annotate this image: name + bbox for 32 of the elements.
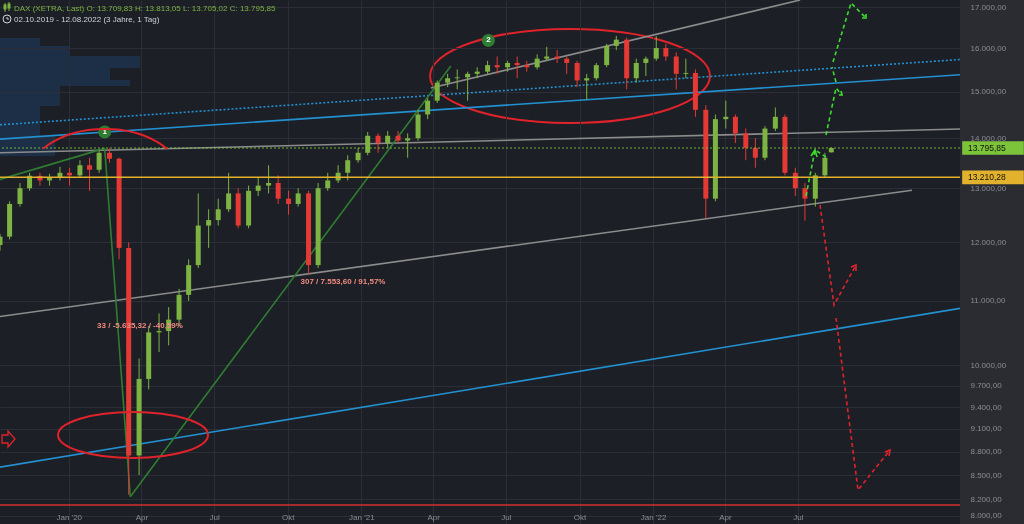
y-tick-label: 8.000,00 (970, 511, 1003, 521)
y-tick-label: 9.100,00 (970, 424, 1003, 434)
y-tick-label: 10.000,00 (970, 360, 1007, 370)
y-tick-label: 8.500,00 (970, 470, 1003, 480)
y-tick-label: 9.400,00 (970, 402, 1003, 412)
x-tick-label: Jul (501, 512, 512, 522)
x-tick-label: Apr (719, 512, 733, 522)
ref-line-label: 13.210,28 (968, 172, 1007, 183)
ref-line-label: 13.795,85 (968, 143, 1007, 154)
text: 02.10.2019 - 12.08.2022 (3 Jahre, 1 Tag) (14, 15, 160, 24)
x-tick-label: Jul (793, 512, 804, 522)
y-tick-label: 9.700,00 (970, 381, 1003, 391)
y-tick-label: 16.000,00 (970, 43, 1007, 53)
x-tick-label: Okt (573, 512, 588, 522)
x-tick-label: Jan '20 (56, 512, 83, 522)
y-tick-label: 14.000,00 (970, 133, 1007, 143)
x-tick-label: Okt (282, 512, 296, 522)
x-tick-label: Jul (209, 512, 221, 522)
y-tick-label: 11.000,00 (970, 296, 1007, 306)
y-tick-label: 8.200,00 (970, 494, 1003, 504)
y-tick-label: 12.000,00 (970, 237, 1007, 247)
y-tick-label: 15.000,00 (970, 87, 1007, 97)
annotation: 2 (486, 35, 492, 45)
text: DAX (XETRA, Last) O: 13.709,83 H: 13.813,05 L: 13.705,02 C: 13.795,85 (14, 4, 277, 13)
x-tick-label: Apr (135, 512, 149, 522)
y-tick-label: 8.800,00 (970, 447, 1003, 457)
annotation: 307 / 7.553,60 / 91,57% (300, 277, 386, 286)
y-tick-label: 17.000,00 (970, 2, 1007, 12)
x-tick-label: Apr (427, 512, 441, 522)
x-tick-label: Jan '21 (349, 512, 376, 522)
y-tick-label: 13.000,00 (970, 183, 1007, 193)
x-tick-label: Jan '22 (640, 512, 667, 522)
